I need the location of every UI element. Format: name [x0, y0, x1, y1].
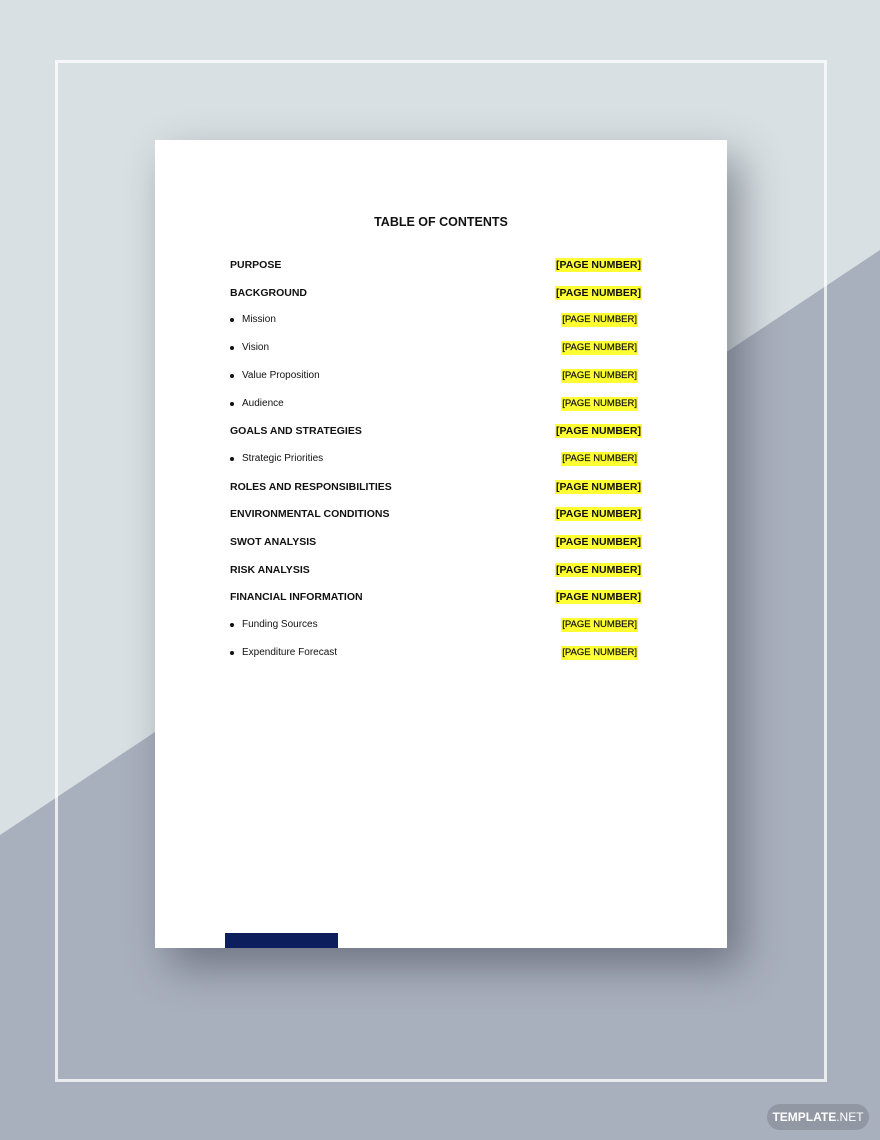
- bullet-icon: [230, 650, 234, 655]
- toc-entry-label: Funding Sources: [242, 619, 318, 631]
- toc-entry[interactable]: BACKGROUND [PAGE NUMBER]: [230, 285, 642, 301]
- toc-page-number: [PAGE NUMBER]: [561, 313, 638, 328]
- toc-entry[interactable]: ENVIRONMENTAL CONDITIONS [PAGE NUMBER]: [230, 506, 642, 522]
- toc-page-number: [PAGE NUMBER]: [561, 341, 638, 356]
- bullet-icon: [230, 346, 234, 351]
- toc-entry[interactable]: FINANCIAL INFORMATION [PAGE NUMBER]: [230, 589, 642, 605]
- toc-entry[interactable]: GOALS AND STRATEGIES [PAGE NUMBER]: [230, 423, 642, 439]
- toc-entry[interactable]: Value Proposition [PAGE NUMBER]: [230, 368, 642, 384]
- toc-page-number: [PAGE NUMBER]: [561, 645, 638, 660]
- toc-page-number: [PAGE NUMBER]: [555, 285, 642, 300]
- brand-rest: .NET: [836, 1110, 864, 1124]
- toc-page-number: [PAGE NUMBER]: [555, 479, 642, 494]
- toc-entry-label: ROLES AND RESPONSIBILITIES: [230, 480, 392, 493]
- toc-entry[interactable]: Vision [PAGE NUMBER]: [230, 340, 642, 356]
- page-title: TABLE OF CONTENTS: [374, 215, 508, 229]
- toc-page-number: [PAGE NUMBER]: [555, 562, 642, 577]
- toc-entry[interactable]: Expenditure Forecast [PAGE NUMBER]: [230, 645, 642, 661]
- bullet-icon: [230, 401, 234, 406]
- decorative-frame: [55, 60, 827, 1082]
- toc-entry[interactable]: ROLES AND RESPONSIBILITIES [PAGE NUMBER]: [230, 479, 642, 495]
- toc-page-number: [PAGE NUMBER]: [555, 590, 642, 605]
- toc-entry[interactable]: Funding Sources [PAGE NUMBER]: [230, 617, 642, 633]
- toc-entry-label: FINANCIAL INFORMATION: [230, 591, 363, 604]
- bullet-icon: [230, 373, 234, 378]
- toc-page-number: [PAGE NUMBER]: [555, 258, 642, 272]
- toc-entry-label: SWOT ANALYSIS: [230, 536, 317, 548]
- toc-page-number: [PAGE NUMBER]: [561, 396, 638, 411]
- template-net-badge[interactable]: TEMPLATE.NET: [767, 1104, 869, 1130]
- toc-page-number: [PAGE NUMBER]: [561, 368, 638, 383]
- toc-page-number: [PAGE NUMBER]: [555, 507, 642, 522]
- toc-entry-label: Vision: [242, 342, 270, 354]
- toc-entry[interactable]: Mission [PAGE NUMBER]: [230, 312, 642, 328]
- toc-page-number: [PAGE NUMBER]: [561, 618, 638, 633]
- brand-bold: TEMPLATE: [772, 1110, 837, 1124]
- toc-entry-label: Expenditure Forecast: [242, 646, 338, 658]
- toc-entry-label: PURPOSE: [230, 259, 282, 271]
- bullet-icon: [230, 623, 234, 628]
- toc-entry-label: Strategic Priorities: [242, 452, 324, 464]
- toc-page-number: [PAGE NUMBER]: [561, 451, 638, 466]
- toc-entry-label: BACKGROUND: [230, 286, 307, 299]
- toc-entry-label: RISK ANALYSIS: [230, 563, 310, 576]
- toc-entry-label: Mission: [242, 314, 276, 326]
- bullet-icon: [230, 318, 234, 323]
- toc-page-number: [PAGE NUMBER]: [555, 535, 642, 549]
- toc-entry[interactable]: SWOT ANALYSIS [PAGE NUMBER]: [230, 534, 642, 550]
- toc-entry-label: Value Proposition: [242, 369, 320, 381]
- toc-entry-label: Audience: [242, 397, 284, 409]
- toc-entry[interactable]: Audience [PAGE NUMBER]: [230, 396, 642, 412]
- toc-entry-label: ENVIRONMENTAL CONDITIONS: [230, 508, 390, 521]
- toc-entry[interactable]: RISK ANALYSIS [PAGE NUMBER]: [230, 562, 642, 578]
- toc-page-number: [PAGE NUMBER]: [555, 424, 642, 439]
- toc-entry-label: GOALS AND STRATEGIES: [230, 425, 362, 438]
- toc-entry[interactable]: Strategic Priorities [PAGE NUMBER]: [230, 451, 642, 467]
- document-page: TABLE OF CONTENTS PURPOSE [PAGE NUMBER] BA…: [155, 140, 727, 948]
- footer-accent-bar: [225, 933, 338, 948]
- bullet-icon: [230, 456, 234, 461]
- toc-entry[interactable]: PURPOSE [PAGE NUMBER]: [230, 257, 642, 273]
